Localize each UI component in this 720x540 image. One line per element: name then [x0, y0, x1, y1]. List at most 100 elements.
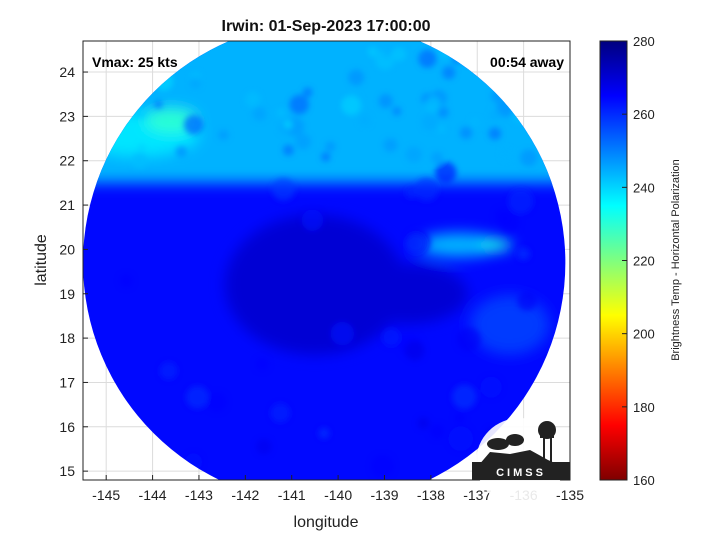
- cloud-speckle: [183, 114, 204, 135]
- cloud-speckle: [442, 66, 456, 80]
- texture-speckle: [405, 186, 418, 199]
- brightness-field: [83, 41, 566, 480]
- y-tick-label: 15: [59, 463, 75, 479]
- y-tick-label: 16: [59, 419, 75, 435]
- time-away-annotation: 00:54 away: [490, 54, 564, 70]
- texture-speckle: [494, 208, 510, 224]
- x-tick-label: -142: [231, 487, 259, 503]
- cloud-speckle: [459, 126, 473, 140]
- cloud-speckle: [276, 108, 286, 118]
- cloud-speckle: [175, 146, 187, 158]
- cloud-speckle: [418, 49, 437, 68]
- cloud-speckle: [348, 69, 365, 86]
- texture-speckle: [448, 426, 474, 452]
- x-tick-label: -137: [463, 487, 491, 503]
- logo-text: CIMSS: [496, 467, 546, 479]
- cloud-speckle: [421, 113, 439, 131]
- texture-speckle: [256, 438, 272, 455]
- texture-speckle: [435, 161, 457, 184]
- colorbar-ticks: 160 180 200 220 240 260 280: [622, 34, 655, 488]
- texture-speckle: [405, 233, 426, 254]
- texture-speckle: [456, 327, 481, 352]
- texture-speckle: [301, 209, 324, 232]
- texture-speckle: [272, 177, 295, 201]
- colorbar-tick-label: 200: [633, 327, 655, 342]
- cloud-speckle: [295, 133, 311, 150]
- texture-speckle: [429, 423, 445, 440]
- y-tick-label: 22: [59, 153, 75, 169]
- cold-spot: [479, 238, 512, 251]
- x-tick-label: -135: [556, 487, 584, 503]
- x-tick-label: -141: [278, 487, 306, 503]
- cloud-speckle: [137, 143, 147, 153]
- texture-speckle: [417, 417, 430, 430]
- x-tick-label: -139: [370, 487, 398, 503]
- x-axis-label: longitude: [294, 514, 359, 531]
- y-tick-label: 24: [59, 64, 75, 80]
- texture-speckle: [480, 376, 502, 398]
- cimss-logo: CIMSS: [472, 418, 570, 506]
- colorbar-tick-label: 160: [633, 473, 655, 488]
- x-tick-label: -144: [139, 487, 167, 503]
- y-tick-label: 20: [59, 241, 75, 257]
- cloud-speckle: [367, 46, 378, 57]
- texture-speckle: [119, 273, 133, 288]
- cloud-speckle: [284, 120, 293, 129]
- texture-speckle: [330, 321, 355, 346]
- cloud-speckle: [392, 106, 402, 116]
- logo-silhouette: [472, 421, 570, 480]
- cloud-speckle: [252, 106, 267, 121]
- cloud-speckle: [437, 106, 449, 118]
- cloud-speckle: [135, 108, 146, 119]
- y-tick-label: 21: [59, 197, 75, 213]
- southeast-lighter-region: [469, 294, 550, 355]
- cloud-speckle: [488, 127, 502, 140]
- texture-speckle: [370, 454, 394, 478]
- cloud-speckle: [431, 151, 443, 164]
- cloud-speckle: [489, 109, 501, 121]
- x-tick-label: -143: [185, 487, 213, 503]
- cold-cloud-band: [416, 232, 501, 257]
- texture-speckle: [508, 188, 534, 214]
- cloud-speckle: [154, 100, 163, 109]
- cloud-speckle: [325, 141, 336, 152]
- cloud-speckle: [500, 148, 513, 161]
- cloud-speckle: [321, 152, 331, 162]
- cloud-speckle: [520, 149, 538, 167]
- cloud-speckle: [218, 129, 229, 141]
- cloud-speckle: [405, 146, 422, 163]
- cloud-speckle: [358, 114, 371, 127]
- y-axis-label: latitude: [33, 234, 50, 286]
- x-tick-label: -140: [324, 487, 352, 503]
- y-tick-label: 17: [59, 374, 75, 390]
- colorbar-label: Brightness Temp - Horizontal Polarizatio…: [670, 159, 682, 361]
- texture-speckle: [517, 247, 531, 261]
- colorbar-tick-label: 240: [633, 180, 655, 195]
- cloud-speckle: [289, 94, 309, 115]
- texture-speckle: [206, 391, 227, 412]
- texture-speckle: [318, 427, 330, 439]
- cloud-speckle: [391, 47, 407, 62]
- cloud-speckle: [189, 77, 201, 89]
- cloud-speckle: [424, 96, 441, 113]
- y-tick-label: 23: [59, 108, 75, 124]
- colorbar-tick-label: 220: [633, 254, 655, 269]
- texture-speckle: [517, 291, 537, 311]
- x-tick-label: -145: [92, 487, 120, 503]
- texture-speckle: [270, 403, 290, 423]
- texture-speckle: [159, 361, 178, 380]
- y-tick-label: 18: [59, 330, 75, 346]
- vmax-annotation: Vmax: 25 kts: [92, 54, 178, 70]
- chart-title: Irwin: 01-Sep-2023 17:00:00: [222, 18, 431, 35]
- colorbar-tick-label: 260: [633, 107, 655, 122]
- cloud-speckle: [341, 95, 362, 116]
- x-tick-label: -138: [417, 487, 445, 503]
- cloud-speckle: [282, 144, 294, 156]
- colorbar-tick-label: 280: [633, 34, 655, 49]
- y-tick-label: 19: [59, 286, 75, 302]
- cloud-speckle: [245, 91, 261, 108]
- cloud-speckle: [470, 117, 480, 128]
- plot-frame: [82, 40, 571, 481]
- texture-speckle: [452, 384, 477, 410]
- cloud-speckle: [437, 124, 446, 134]
